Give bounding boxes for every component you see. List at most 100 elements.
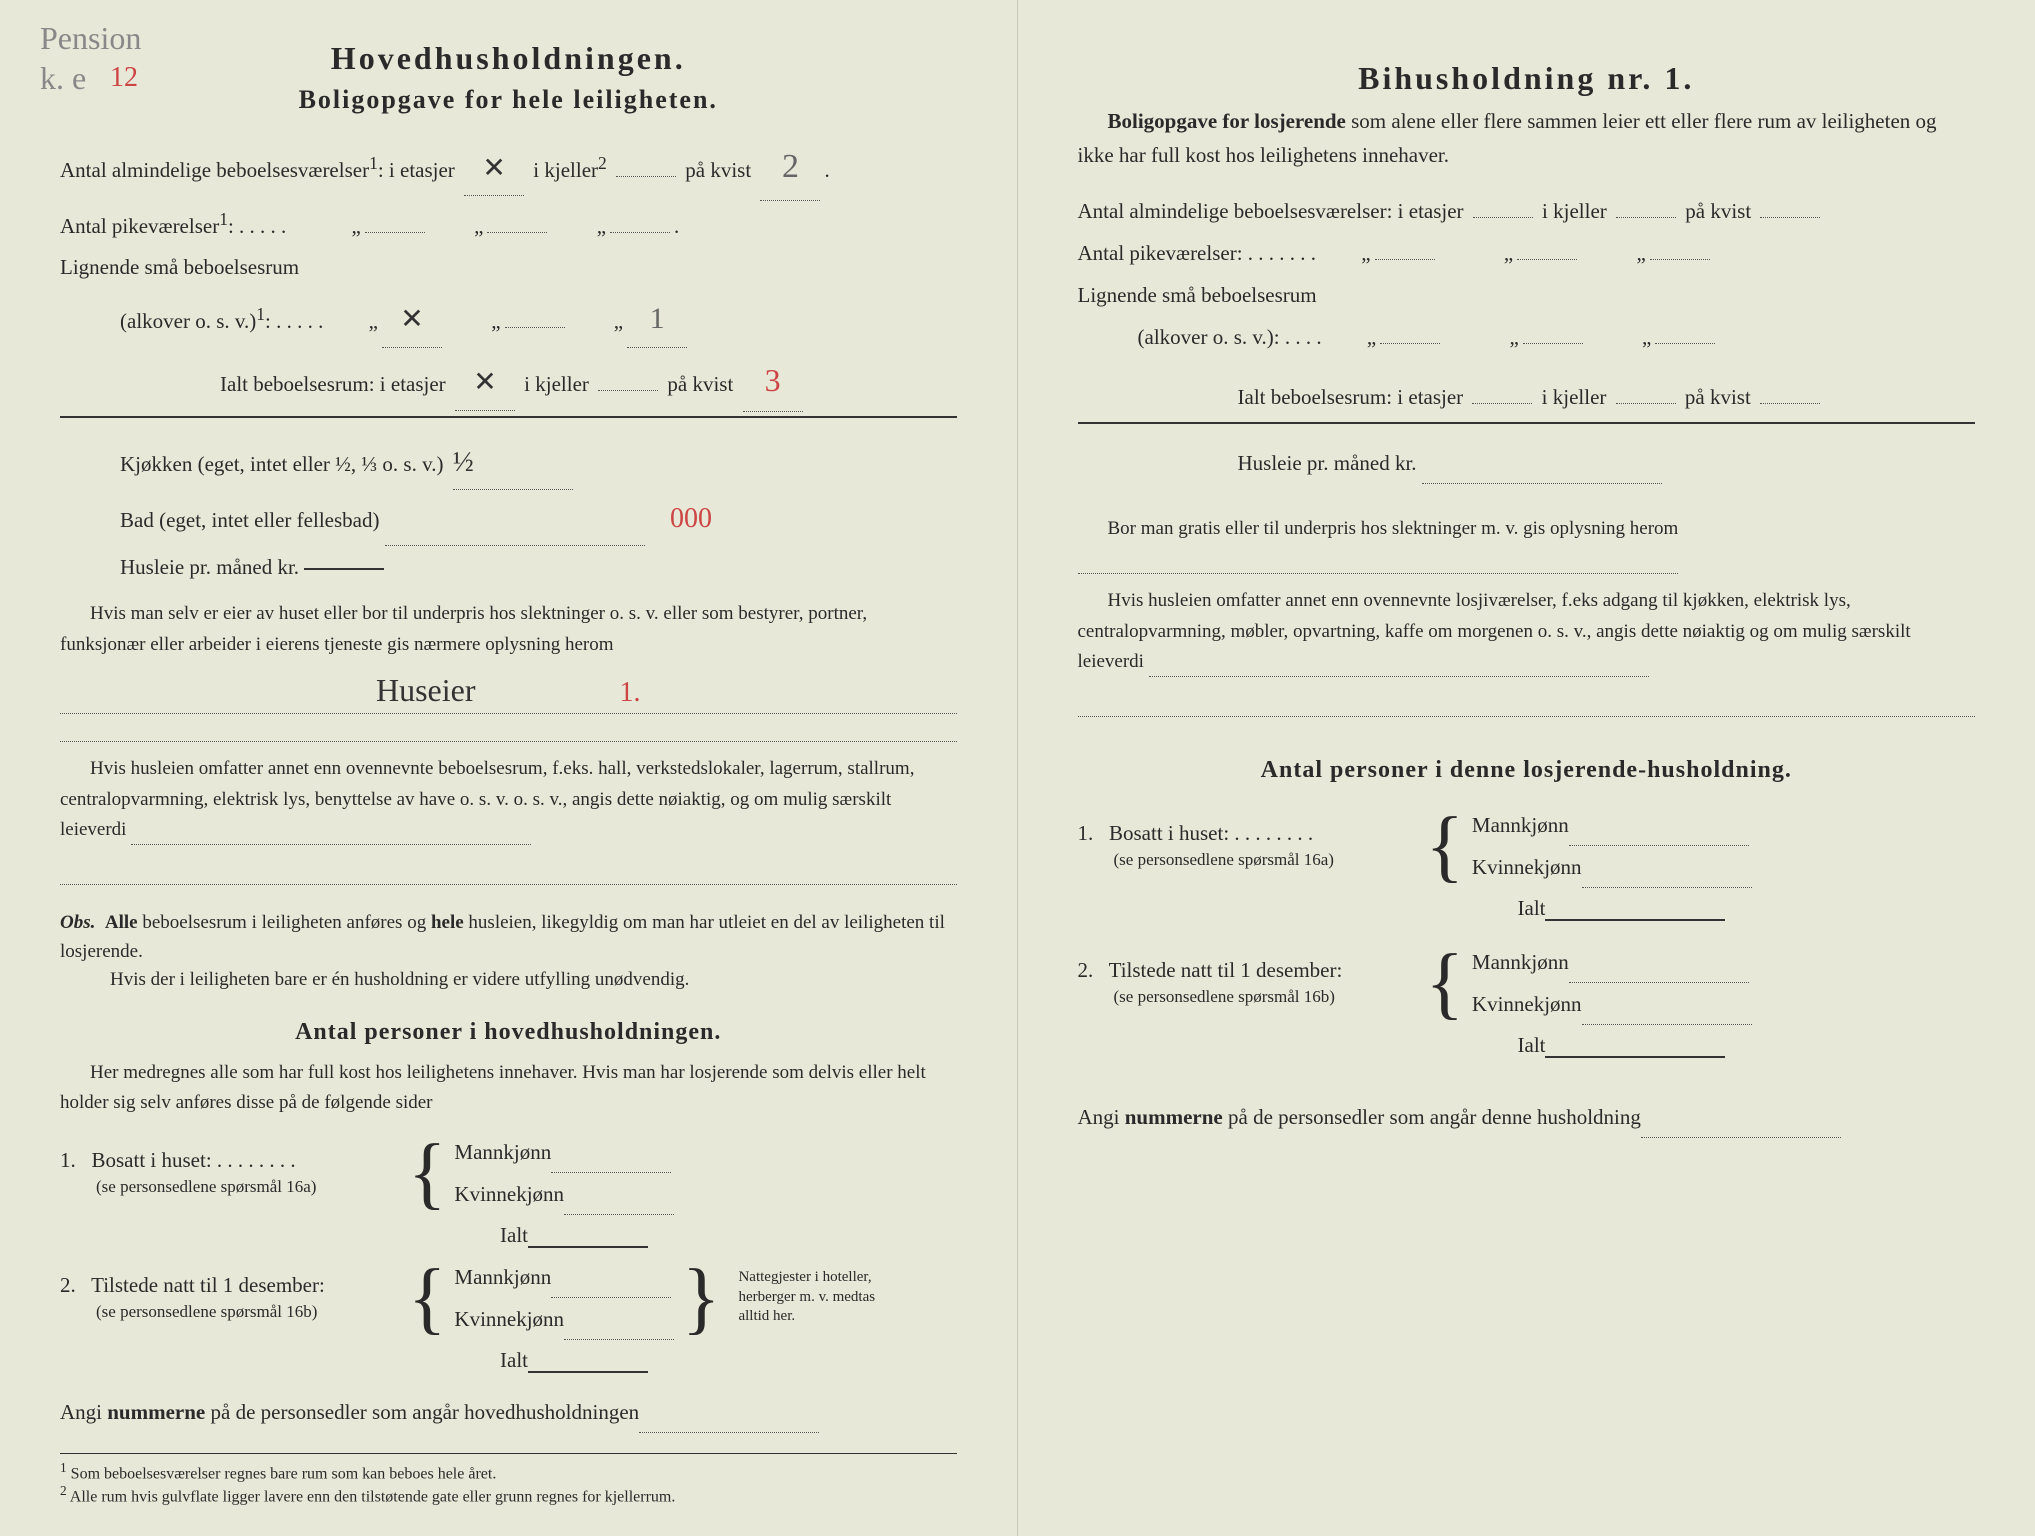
- q2-group: 2. Tilstede natt til 1 desember: (se per…: [60, 1256, 957, 1340]
- line1-kvist-val: 2: [760, 135, 820, 201]
- bath-label: Bad (eget, intet eller fellesbad): [120, 508, 379, 532]
- r-mann-2: Mannkjønn: [1472, 950, 1569, 974]
- mann-lbl: Mannkjønn: [454, 1140, 551, 1164]
- bottom-line: Angi nummerne på de personsedler som ang…: [60, 1393, 957, 1433]
- q1-ialt: Ialt: [60, 1223, 957, 1248]
- line2-kvist: [610, 232, 670, 233]
- handwritten-pension: Pension: [40, 20, 141, 57]
- line2-label: Antal pikeværelser: [60, 214, 219, 238]
- r-note2-text: Hvis husleien omfatter annet enn ovennev…: [1078, 590, 1911, 672]
- right-intro: Boligopgave for losjerende som alene ell…: [1078, 105, 1976, 172]
- total-kjeller: [598, 390, 658, 391]
- r-q2-label: Tilstede natt til 1 desember:: [1109, 958, 1343, 982]
- q1-label: Bosatt i huset: . . . . . . . .: [92, 1148, 296, 1172]
- r-tot-kv: [1760, 403, 1820, 404]
- sup1: 1: [369, 153, 378, 173]
- r-rent: Husleie pr. måned kr.: [1078, 444, 1976, 484]
- kvist-lbl: på kvist: [685, 158, 751, 182]
- q2-ialt: Ialt: [60, 1348, 957, 1373]
- r-l2-kj: [1517, 259, 1577, 260]
- q1-group: 1. Bosatt i huset: . . . . . . . . (se p…: [60, 1131, 957, 1215]
- line-bath: Bad (eget, intet eller fellesbad) 000: [60, 492, 957, 545]
- kitchen-label: Kjøkken (eget, intet eller ½, ⅓ o. s. v.…: [120, 452, 443, 476]
- r-q2-num: 2.: [1078, 958, 1094, 982]
- r-section2-title: Antal personer i denne losjerende-hushol…: [1078, 757, 1976, 784]
- section2-title: Antal personer i hovedhusholdningen.: [60, 1019, 957, 1046]
- right-page: Bihusholdning nr. 1. Boligopgave for los…: [1018, 0, 2035, 1536]
- r-line1-label: Antal almindelige beboelsesværelser: i e…: [1078, 199, 1464, 223]
- bracket-icon: {: [408, 1141, 446, 1205]
- r-total-label: Ialt beboelsesrum: i etasjer: [1238, 385, 1464, 409]
- r-q1-ialt: Ialt: [1078, 896, 1976, 921]
- r-line3-sub: (alkover o. s. v.): . . . . „ „ „: [1078, 318, 1976, 358]
- r-line2-label: Antal pikeværelser: . . . . . . .: [1078, 241, 1317, 265]
- kjeller-lbl: i kjeller: [533, 158, 598, 182]
- r-l3-kj: [1523, 343, 1583, 344]
- r-note1-text: Bor man gratis eller til underpris hos s…: [1108, 518, 1679, 539]
- left-page: Pension k. e 12 Hovedhusholdningen. Boli…: [0, 0, 1018, 1536]
- bracket-icon-3: {: [682, 1266, 720, 1330]
- r-ialt-1: Ialt: [1518, 896, 1546, 920]
- total-kvist-lbl: på kvist: [667, 372, 733, 396]
- r-total: Ialt beboelsesrum: i etasjer i kjeller p…: [1078, 378, 1976, 424]
- note-owner: Hvis man selv er eier av huset eller bor…: [60, 599, 957, 660]
- r-l3-kv: [1655, 343, 1715, 344]
- line3-kjeller: [505, 327, 565, 328]
- left-title: Hovedhusholdningen.: [60, 40, 957, 77]
- total-kjeller-lbl: i kjeller: [524, 372, 589, 396]
- line3-sub: (alkover o. s. v.): [120, 309, 256, 333]
- q2-num: 2.: [60, 1273, 76, 1297]
- r-line3-sub-lbl: (alkover o. s. v.): . . . .: [1138, 325, 1322, 349]
- r-kvinne-2: Kvinnekjønn: [1472, 992, 1582, 1016]
- kitchen-val: ½: [453, 436, 573, 490]
- obs-block: Obs. Alle beboelsesrum i leiligheten anf…: [60, 909, 957, 995]
- blank-line-b: [60, 857, 957, 885]
- total-etasjer: ✕: [455, 356, 515, 410]
- line-alkover: Lignende små beboelsesrum: [60, 248, 957, 288]
- r-rent-label: Husleie pr. måned kr.: [1238, 451, 1417, 475]
- r-tot-kj-lbl: i kjeller: [1542, 385, 1607, 409]
- sup1b: 1: [219, 209, 228, 229]
- footnotes: 1 Som beboelsesværelser regnes bare rum …: [60, 1453, 957, 1507]
- line-pike: Antal pikeværelser1: . . . . . „ „ „.: [60, 203, 957, 247]
- line2-kjeller: [487, 232, 547, 233]
- r-q2-sub: (se personsedlene spørsmål 16b): [1078, 987, 1335, 1006]
- r-l2-et: [1375, 259, 1435, 260]
- bath-val: 000: [670, 503, 712, 534]
- r-q1-sub: (se personsedlene spørsmål 16a): [1078, 850, 1334, 869]
- r-line3: Lignende små beboelsesrum: [1078, 276, 1976, 316]
- line2-etasjer: [365, 232, 425, 233]
- r-line1: Antal almindelige beboelsesværelser: i e…: [1078, 192, 1976, 232]
- q1-num: 1.: [60, 1148, 76, 1172]
- obs2: Hvis der i leiligheten bare er én hushol…: [60, 969, 689, 990]
- handwritten-red-12: 12: [110, 62, 138, 94]
- mann-lbl2: Mannkjønn: [454, 1265, 551, 1289]
- q1-sub: (se personsedlene spørsmål 16a): [60, 1177, 316, 1196]
- total-kvist: 3: [743, 350, 803, 412]
- r-kvinne-1: Kvinnekjønn: [1472, 855, 1582, 879]
- sup2: 2: [598, 153, 607, 173]
- note2-text: Hvis husleien omfatter annet enn ovennev…: [60, 758, 914, 840]
- note-rent-includes: Hvis husleien omfatter annet enn ovennev…: [60, 754, 957, 845]
- r-q2-ialt: Ialt: [1078, 1033, 1976, 1058]
- q2-label: Tilstede natt til 1 desember:: [91, 1273, 325, 1297]
- kvinne-lbl2: Kvinnekjønn: [454, 1307, 564, 1331]
- r-l1-kvist: [1760, 217, 1820, 218]
- r-l1-kjeller: [1616, 217, 1676, 218]
- fn1: Som beboelsesværelser regnes bare rum so…: [71, 1465, 497, 1482]
- r-tot-kj: [1616, 403, 1676, 404]
- r-tot-kv-lbl: på kvist: [1685, 385, 1751, 409]
- line-total: Ialt beboelsesrum: i etasjer ✕ i kjeller…: [60, 350, 957, 418]
- line-beboelse: Antal almindelige beboelsesværelser1: i …: [60, 135, 957, 201]
- line-alkover-sub: (alkover o. s. v.)1: . . . . . „✕ „ „1: [60, 290, 957, 348]
- line1-etasjer-val: ✕: [464, 142, 524, 196]
- line1-label: Antal almindelige beboelsesværelser: [60, 158, 369, 182]
- right-title: Bihusholdning nr. 1.: [1078, 60, 1976, 97]
- huseier-red: 1.: [620, 677, 641, 708]
- obs1: Alle beboelsesrum i leiligheten anføres …: [60, 912, 945, 962]
- r-q1-label: Bosatt i huset: . . . . . . . .: [1109, 821, 1313, 845]
- etasjer-lbl: : i etasjer: [378, 158, 455, 182]
- huseier-hw: Huseier: [376, 672, 476, 708]
- r-blank-line: [1078, 689, 1976, 717]
- sup1c: 1: [256, 304, 265, 324]
